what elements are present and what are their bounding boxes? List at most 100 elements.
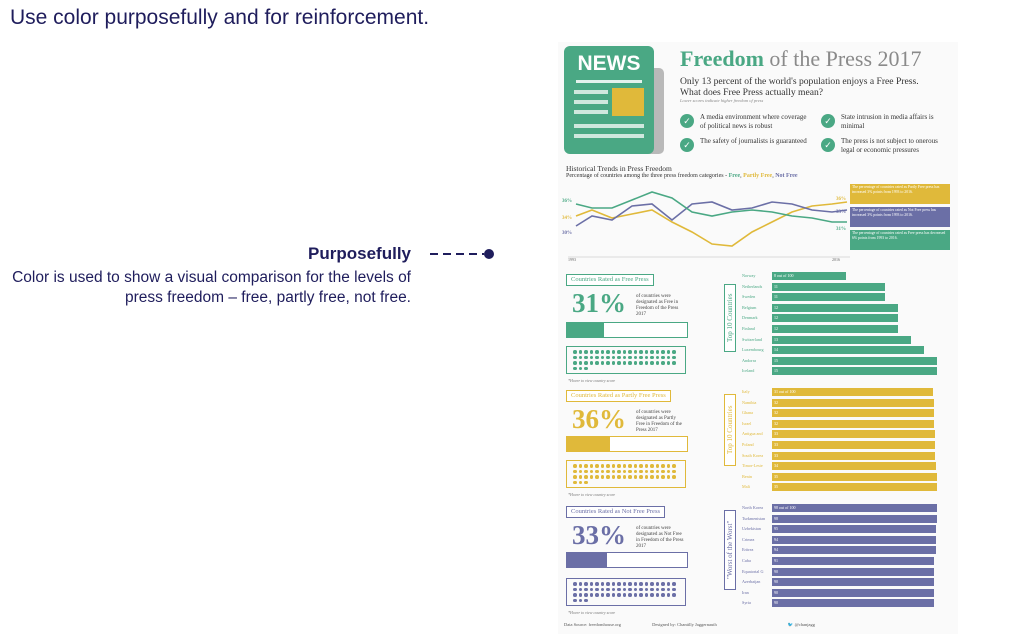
country-dot[interactable] [650,350,654,354]
country-dot[interactable] [578,593,582,597]
country-dot[interactable] [578,361,582,365]
country-dot[interactable] [589,593,593,597]
country-dot[interactable] [600,464,604,468]
country-dot[interactable] [611,582,615,586]
country-dot[interactable] [650,464,654,468]
country-dot[interactable] [600,582,604,586]
country-dot[interactable] [666,361,670,365]
country-dot[interactable] [644,355,648,359]
country-dot[interactable] [573,475,577,479]
country-score-bar[interactable]: 15 [772,367,937,376]
country-dot[interactable] [573,366,577,370]
country-dot[interactable] [617,587,621,591]
country-dot[interactable] [611,475,615,479]
country-dot[interactable] [639,355,643,359]
country-score-bar[interactable]: 11 [772,293,886,302]
country-dot[interactable] [622,587,626,591]
country-dot[interactable] [578,469,582,473]
country-bar-row[interactable]: Antigua and 33 [742,430,942,439]
country-dot[interactable] [617,355,621,359]
country-score-bar[interactable]: 91 [772,557,935,565]
country-score-bar[interactable]: 32 [772,409,934,418]
country-bar-row[interactable]: Mali 35 [742,483,942,492]
country-dot[interactable] [578,355,582,359]
country-dot[interactable] [611,587,615,591]
country-dot-grid[interactable] [566,578,686,606]
country-dot[interactable] [606,355,610,359]
country-bar-row[interactable]: Switzerland 13 [742,335,942,344]
country-dot[interactable] [589,350,593,354]
country-score-bar[interactable]: 8 out of 100 [772,272,847,280]
country-dot[interactable] [595,464,599,468]
country-dot[interactable] [584,355,588,359]
country-dot[interactable] [633,593,637,597]
country-dot[interactable] [595,587,599,591]
country-dot[interactable] [628,355,632,359]
country-bar-row[interactable]: Netherlands 11 [742,282,942,291]
country-dot[interactable] [628,469,632,473]
country-dot[interactable] [589,355,593,359]
country-bar-row[interactable]: Poland 33 [742,441,942,449]
country-dot[interactable] [672,593,676,597]
country-dot[interactable] [650,475,654,479]
country-dot[interactable] [661,582,665,586]
country-dot[interactable] [589,475,593,479]
country-dot[interactable] [589,464,593,468]
country-dot[interactable] [606,587,610,591]
country-score-bar[interactable]: 90 [772,588,935,597]
country-dot[interactable] [639,469,643,473]
country-dot[interactable] [595,361,599,365]
country-bar-row[interactable]: Uzbekistan 95 [742,525,942,534]
country-score-bar[interactable]: 35 [772,483,937,492]
country-score-bar[interactable]: 34 [772,462,936,471]
country-dot[interactable] [633,475,637,479]
country-bar-row[interactable]: Azerbaijan 90 [742,578,942,587]
country-dot[interactable] [600,475,604,479]
country-dot[interactable] [584,587,588,591]
country-dot[interactable] [666,350,670,354]
country-dot[interactable] [578,475,582,479]
country-dot[interactable] [661,355,665,359]
country-dot[interactable] [644,475,648,479]
country-score-bar[interactable]: 33 [772,451,935,460]
country-dot[interactable] [672,587,676,591]
country-dot[interactable] [666,582,670,586]
country-bar-row[interactable]: Sweden 11 [742,293,942,302]
country-score-bar[interactable]: 94 [772,546,936,555]
country-dot[interactable] [578,366,582,370]
country-dot[interactable] [622,361,626,365]
country-dot[interactable] [606,593,610,597]
country-dot[interactable] [639,350,643,354]
country-dot[interactable] [589,582,593,586]
country-bar-row[interactable]: Iceland 15 [742,367,942,376]
country-dot[interactable] [622,469,626,473]
country-dot[interactable] [655,355,659,359]
country-dot[interactable] [639,582,643,586]
country-dot[interactable] [617,464,621,468]
country-dot[interactable] [606,464,610,468]
footer-handle[interactable]: @chanjagg [794,622,816,627]
country-dot[interactable] [622,593,626,597]
country-dot[interactable] [661,469,665,473]
country-dot[interactable] [584,475,588,479]
country-score-bar[interactable]: 95 [772,525,936,534]
country-dot[interactable] [628,593,632,597]
country-bar-row[interactable]: Turkmenistan 98 [742,514,942,523]
country-dot[interactable] [622,475,626,479]
country-bar-row[interactable]: Equatorial G 90 [742,567,942,576]
country-dot[interactable] [600,355,604,359]
country-dot[interactable] [584,480,588,484]
country-score-bar[interactable]: 33 [772,430,935,439]
country-dot[interactable] [573,355,577,359]
country-score-bar[interactable]: 98 out of 100 [772,504,937,512]
country-bar-row[interactable]: Timor-Leste 34 [742,462,942,471]
country-dot[interactable] [600,469,604,473]
country-bar-row[interactable]: Benin 35 [742,472,942,481]
country-dot[interactable] [589,469,593,473]
country-bar-row[interactable]: Andorra 15 [742,356,942,365]
country-dot[interactable] [617,350,621,354]
country-dot[interactable] [655,469,659,473]
country-dot[interactable] [578,480,582,484]
country-dot[interactable] [595,593,599,597]
country-dot[interactable] [661,475,665,479]
